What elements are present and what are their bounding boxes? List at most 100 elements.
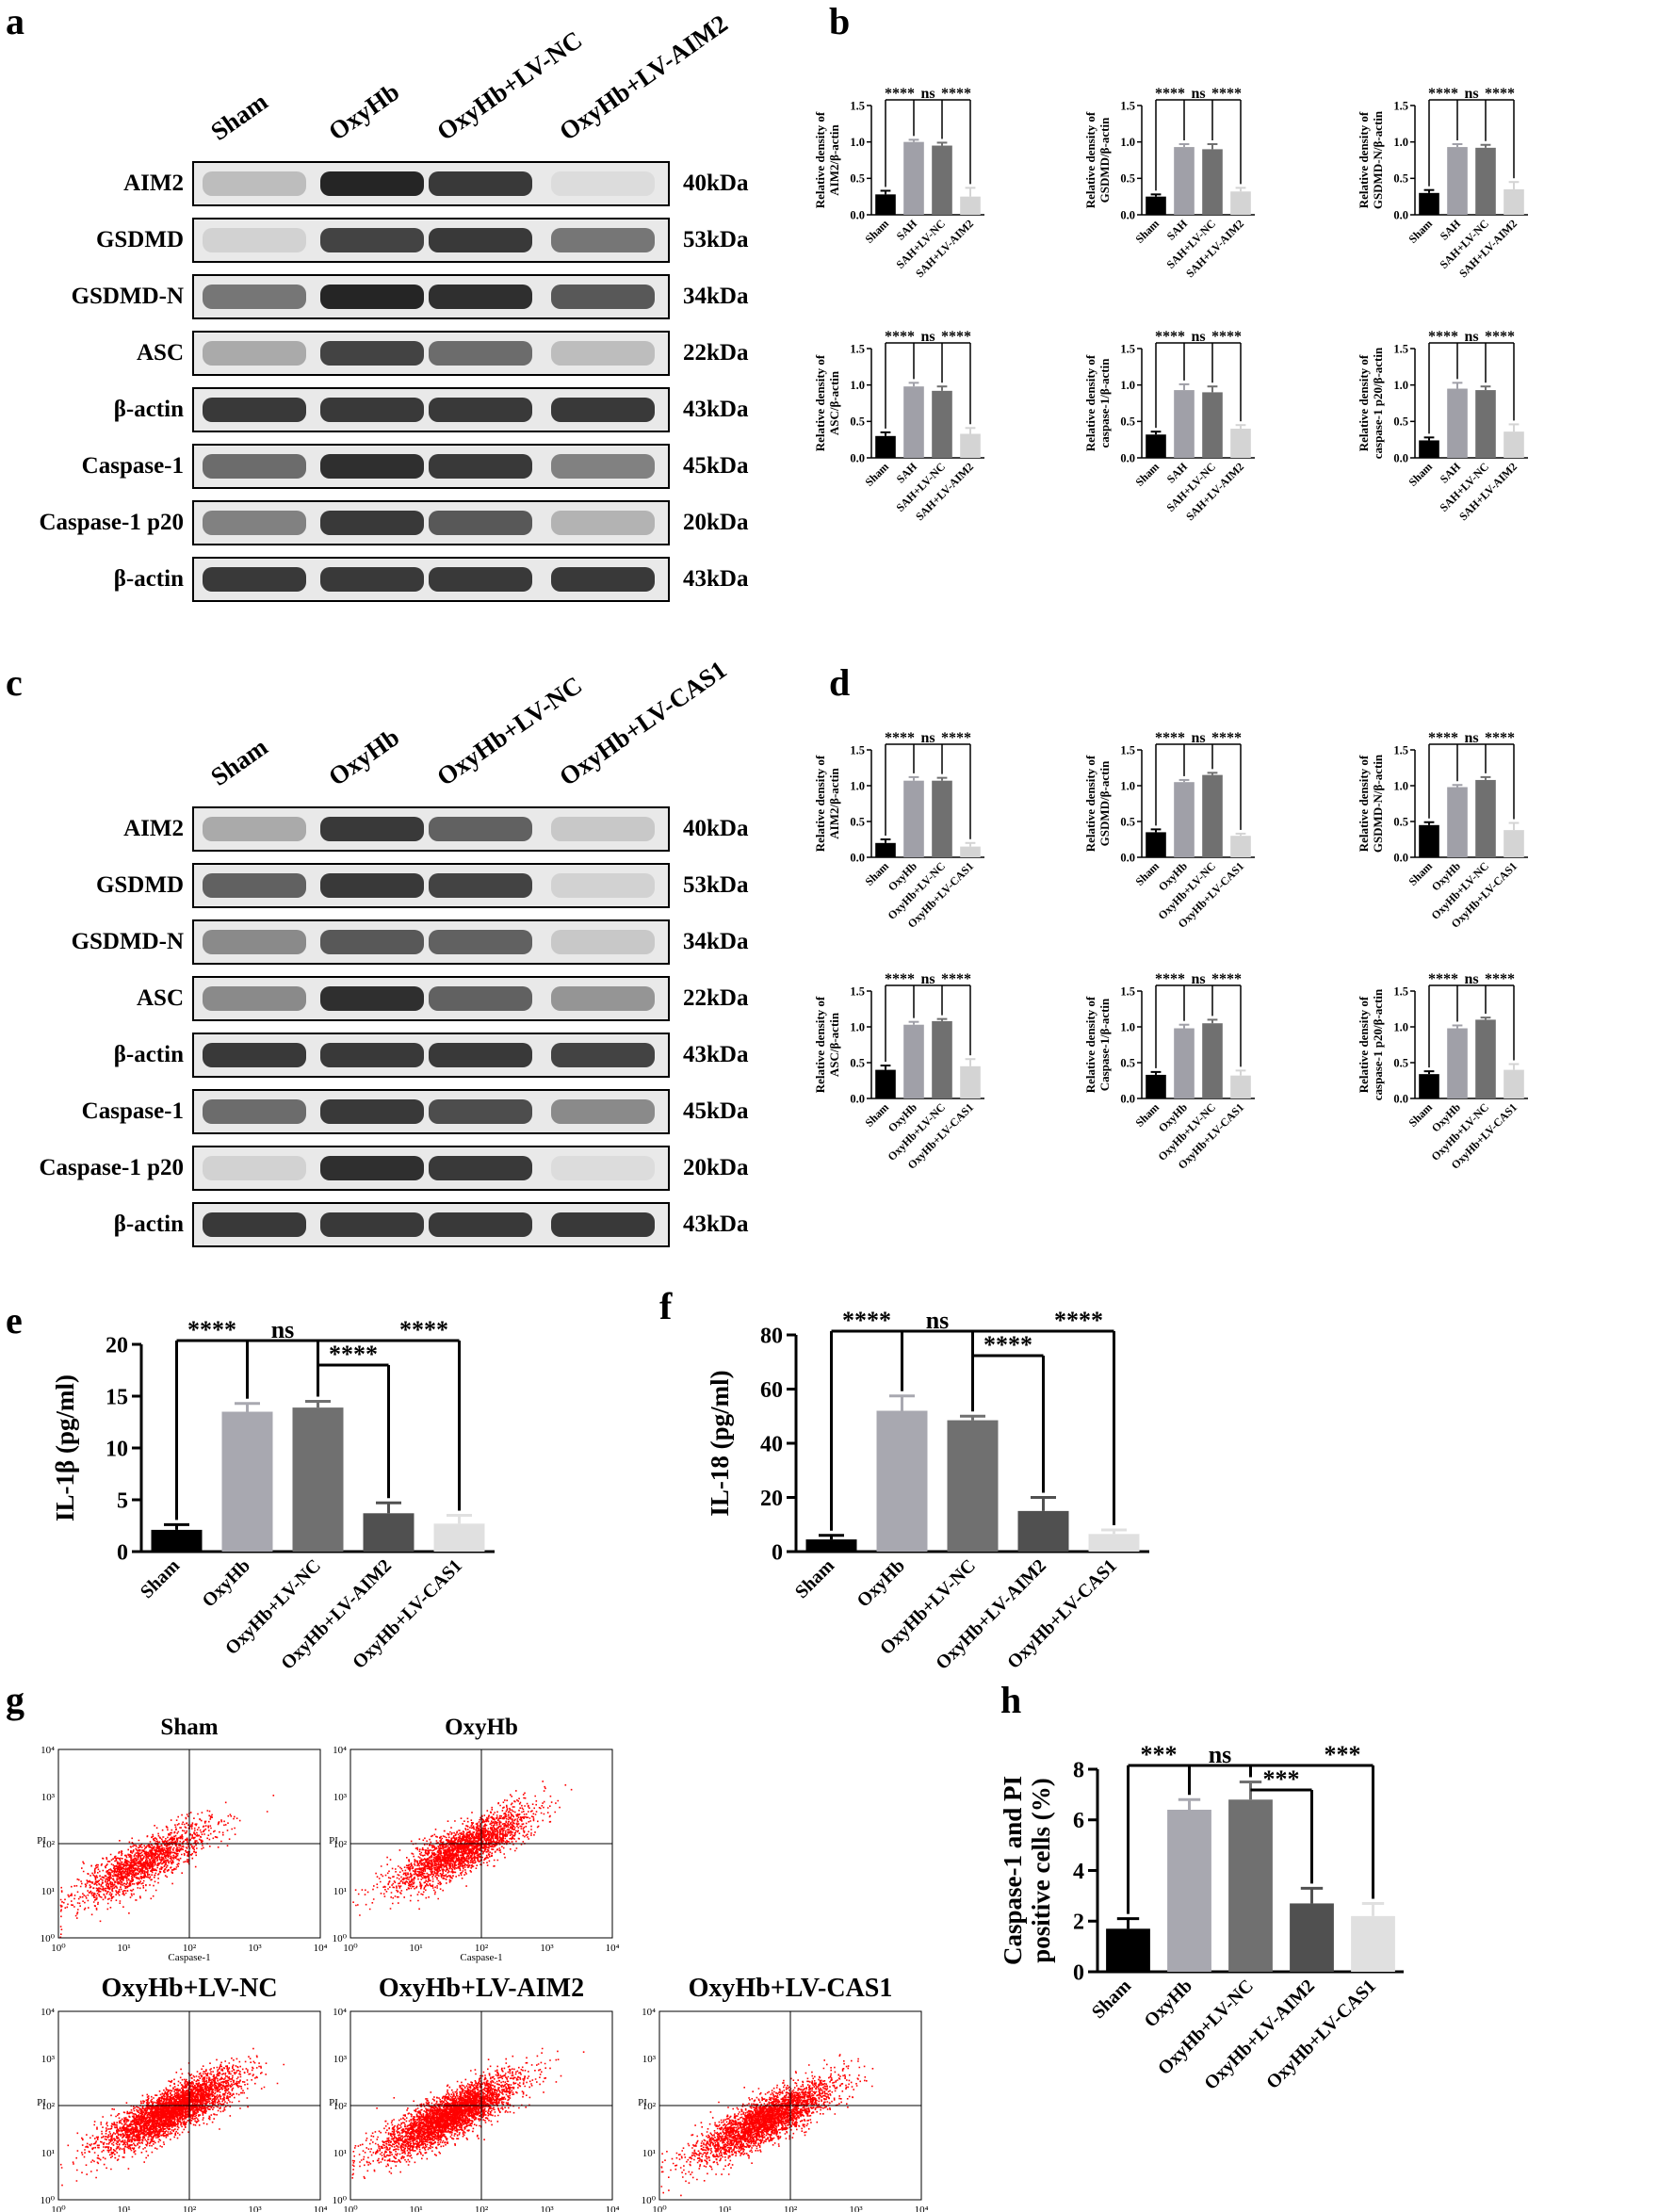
sig-label: ns [1191,86,1205,102]
bar [1475,779,1496,857]
category-label: Sham [1132,217,1162,246]
bar [1504,830,1524,857]
flow-dots [59,2047,285,2187]
bar [1475,1019,1496,1098]
y-tick-label: 5 [117,1488,128,1513]
y-tick-label: 0.0 [1393,1092,1408,1105]
blot-size-label: 40kDa [683,171,749,196]
flow-x-tick: 10³ [248,1943,262,1954]
flow-x-tick: 10² [183,2204,197,2212]
blot-band [429,1099,532,1124]
blot-band [429,930,532,954]
flow-y-tick: 10² [41,2101,56,2112]
blot-band [203,873,306,898]
blot-band [551,398,655,422]
bar [1202,392,1223,458]
blot-band [320,171,424,196]
sig-label: **** [1155,86,1185,102]
bar [960,196,981,215]
bar [1174,1028,1195,1098]
blot-band [429,1043,532,1067]
y-tick-label: 0.5 [1120,1056,1135,1069]
y-axis-label-line: Caspase-1 and PI [999,1776,1027,1965]
category-label: Sham [1132,460,1162,489]
blot-band [551,567,655,592]
blot-row-label: β-actin [114,1042,184,1067]
bar [1504,188,1524,215]
blot-band [429,171,532,196]
y-tick-label: 1.5 [850,984,865,998]
y-tick-label: 1.5 [850,342,865,355]
y-tick-label: 1.0 [1393,379,1408,392]
y-tick-label: 0.5 [1120,815,1135,828]
blot-band [203,930,306,954]
blot-size-label: 45kDa [683,453,749,479]
blot-row-label: β-actin [114,1212,184,1237]
y-tick-label: 0.0 [1393,851,1408,864]
blot-band [429,817,532,841]
flow-y-label: PI [329,2097,338,2108]
y-tick-label: 1.0 [1120,136,1135,149]
y-tick-label: 0 [1073,1960,1084,1985]
sig-label: **** [1211,971,1242,987]
y-tick-label: 1.5 [1393,99,1408,112]
blot-row-label: ASC [137,985,184,1011]
sig-label: **** [187,1316,236,1343]
sig-label: ns [1191,730,1205,746]
flow-plot-title: OxyHb+LV-NC [101,1974,277,2003]
y-tick-label: 40 [760,1432,783,1456]
blot-band [429,454,532,479]
blot-size-label: 43kDa [683,397,749,422]
category-label: OxyHb+LV-CAS1 [1262,1976,1380,2093]
y-tick-label: 8 [1073,1758,1084,1782]
chart-d3: 0.0 0.5 1.0 1.5 Relative density ofGSDMD-N/β… [1357,730,1528,931]
y-tick-label: 0.5 [1393,415,1408,429]
chart-b1: 0.0 0.5 1.0 1.5 Relative density ofAIM2/β-ac… [813,86,984,280]
blot-band [551,930,655,954]
blot-row-label: β-actin [114,397,184,422]
blot-row-label: GSDMD [96,227,184,252]
y-axis-label: Relative density ofcaspase-1 p20/β-actin [1357,988,1385,1100]
chart-b2: 0.0 0.5 1.0 1.5 Relative density ofGSDMD/β-a… [1083,86,1255,280]
lane-label: OxyHb+LV-CAS1 [554,655,731,790]
flow-y-tick: 10¹ [41,1886,55,1897]
bar [433,1523,485,1552]
sig-label: **** [1485,86,1515,102]
chart-d4: 0.0 0.5 1.0 1.5 Relative density ofASC/β-act… [813,971,984,1172]
blot-row-label: ASC [137,340,184,366]
flow-dots [352,1781,573,1916]
sig-label: **** [941,730,971,746]
bar [947,1420,999,1552]
category-label: Sham [862,217,891,246]
y-axis-label: Relative density ofCaspase-1/β-actin [1083,996,1112,1093]
sig-label: ns [1464,329,1478,345]
blot-size-label: 43kDa [683,566,749,592]
blot-band [320,285,424,309]
y-axis-label: Relative density ofGSDMD/β-actin [1083,755,1112,852]
bar [363,1513,414,1552]
flow-y-tick: 10³ [41,2054,56,2065]
blot-band [429,986,532,1011]
flow-x-tick: 10² [475,1943,489,1954]
y-tick-label: 0.5 [850,1056,865,1069]
bar [1504,431,1524,458]
blot-band [429,511,532,535]
bar [903,141,924,215]
y-axis-label-line: GSDMD/β-actin [1097,117,1112,203]
chart-b3: 0.0 0.5 1.0 1.5 Relative density ofGSDMD-N/β… [1357,86,1528,280]
flow-y-label: PI [329,1835,338,1846]
y-tick-label: 1.5 [1120,342,1135,355]
panel-label-d: d [829,661,850,704]
sig-label: ns [1464,971,1478,987]
y-tick-label: 0.5 [1393,172,1408,186]
flow-x-tick: 10³ [248,2204,262,2212]
y-tick-label: 1.0 [1120,1020,1135,1033]
bar [1475,390,1496,458]
bar [1146,434,1166,458]
blot-band [551,511,655,535]
bar [932,780,952,857]
blot-band [320,228,424,252]
